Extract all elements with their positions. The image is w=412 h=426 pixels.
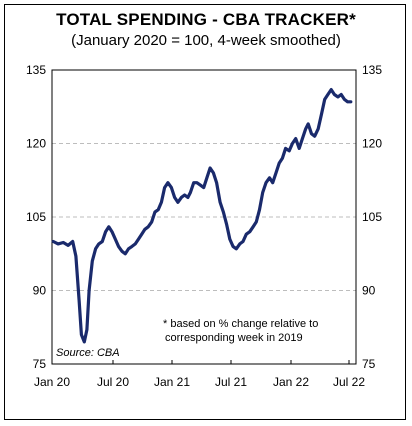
- chart-frame: [4, 4, 406, 420]
- y-tick-label-left: 105: [26, 210, 46, 224]
- footnote-line-2: corresponding week in 2019: [165, 332, 303, 344]
- source-note: Source: CBA: [56, 347, 120, 359]
- y-tick-label-right: 135: [362, 63, 382, 77]
- x-tick-label: Jul 22: [333, 375, 365, 389]
- y-tick-label-left: 90: [33, 284, 47, 298]
- x-tick-label: Jul 21: [215, 375, 247, 389]
- series-line: [51, 87, 353, 344]
- y-tick-label-left: 135: [26, 63, 46, 77]
- y-tick-label-left: 120: [26, 137, 46, 151]
- chart-subtitle: (January 2020 = 100, 4-week smoothed): [71, 32, 341, 49]
- x-tick-label: Jan 22: [273, 375, 309, 389]
- plot-area: [51, 69, 357, 365]
- y-tick-label-right: 75: [362, 357, 376, 371]
- x-tick-label: Jul 20: [97, 375, 129, 389]
- y-tick-label-left: 75: [33, 357, 47, 371]
- x-tick-label: Jan 21: [154, 375, 190, 389]
- x-tick-label: Jan 20: [34, 375, 70, 389]
- y-tick-label-right: 120: [362, 137, 382, 151]
- footnote-line-1: * based on % change relative to: [163, 318, 318, 330]
- y-tick-label-right: 105: [362, 210, 382, 224]
- chart-title: TOTAL SPENDING - CBA TRACKER*: [56, 10, 356, 29]
- y-tick-label-right: 90: [362, 284, 376, 298]
